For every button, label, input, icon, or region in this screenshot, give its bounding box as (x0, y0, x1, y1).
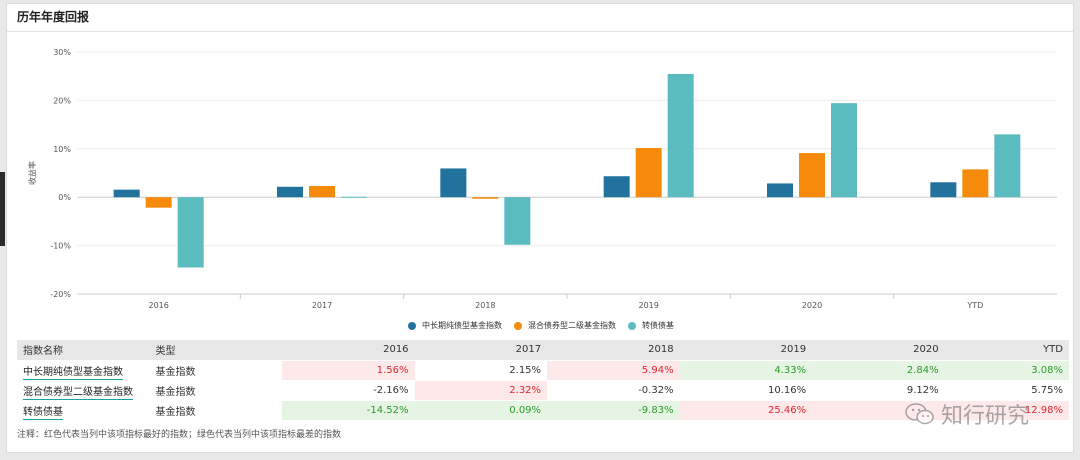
window-edge-handle (0, 172, 5, 246)
legend-item[interactable]: 中长期纯债型基金指数 (408, 320, 502, 331)
return-cell: 9.12% (812, 380, 945, 401)
x-tick-label: 2017 (312, 301, 332, 310)
legend-label: 中长期纯债型基金指数 (422, 321, 502, 330)
column-header[interactable]: 2017 (414, 340, 548, 361)
return-cell: 4.33% (679, 360, 813, 381)
y-tick-label: 30% (53, 48, 71, 57)
return-cell: 25.46% (679, 400, 813, 421)
bar-2 (472, 197, 499, 199)
column-header[interactable]: 2019 (679, 340, 813, 361)
bar-1 (440, 168, 467, 198)
column-header[interactable]: 指数名称 (17, 340, 150, 361)
bar-2 (145, 197, 172, 208)
y-tick-label: 10% (53, 145, 71, 154)
column-header[interactable]: 2020 (812, 340, 945, 361)
y-tick-label: -10% (50, 242, 71, 251)
y-tick-label: 0% (58, 193, 71, 202)
y-tick-label: -20% (50, 290, 71, 299)
legend-swatch (408, 321, 416, 330)
bar-1 (767, 183, 793, 198)
bar-3 (504, 197, 531, 245)
index-type: 基金指数 (149, 400, 283, 421)
bar-1 (277, 186, 303, 198)
legend-label: 混合债券型二级基金指数 (528, 321, 616, 330)
table-row: 转债债基 基金指数 -14.52% 0.09% -9.83% 25.46% 12.98% (17, 400, 1069, 421)
x-tick-label: 2019 (638, 301, 658, 310)
y-tick-label: 20% (53, 96, 71, 105)
bar-3 (667, 73, 694, 198)
return-cell: 0.09% (414, 400, 548, 421)
column-header[interactable]: YTD (944, 340, 1069, 361)
index-type: 基金指数 (149, 380, 283, 401)
bar-3 (831, 103, 857, 198)
index-name-link[interactable]: 混合债券型二级基金指数 (17, 380, 150, 401)
return-cell: 5.75% (944, 380, 1069, 401)
return-cell: 3.08% (944, 360, 1069, 381)
table-note: 注释：红色代表当列中该项指标最好的指数；绿色代表当列中该项指标最差的指数 (17, 430, 342, 440)
return-cell: 2.84% (812, 360, 945, 381)
chart-legend: 中长期纯债型基金指数 混合债券型二级基金指数 转债债基 (7, 320, 1075, 332)
return-cell: 2.15% (414, 360, 548, 381)
bar-1 (113, 189, 140, 198)
table-row: 中长期纯债型基金指数 基金指数 1.56% 2.15% 5.94% 4.33% 2.84% 3… (17, 360, 1069, 381)
bar-3 (341, 196, 367, 198)
return-cell: 12.98% (944, 400, 1069, 421)
y-axis-label: 收益率 (27, 161, 37, 185)
return-cell: -0.32% (547, 380, 680, 401)
bar-2 (799, 153, 825, 198)
return-cell: -9.83% (547, 400, 680, 421)
legend-item[interactable]: 转债债基 (628, 320, 674, 331)
bar-1 (930, 182, 957, 198)
annual-returns-chart: 30% 20% 10% 0% -10% -20% 收益率 2016 2017 2018 2019 20… (27, 48, 1057, 310)
bar-2 (309, 185, 335, 198)
legend-swatch (628, 321, 636, 330)
return-cell: 1.56% (282, 360, 415, 381)
legend-item[interactable]: 混合债券型二级基金指数 (514, 320, 616, 331)
return-cell: 5.94% (547, 360, 680, 381)
x-tick-label: YTD (966, 301, 983, 310)
return-cell: 10.16% (679, 380, 813, 401)
bar-2 (962, 169, 989, 198)
watermark: 知行研究 (905, 397, 1065, 431)
bar-3 (994, 134, 1021, 198)
panel-title: 历年年度回报 (7, 4, 1073, 32)
return-cell: -14.52% (282, 400, 415, 421)
bar-3 (177, 197, 204, 268)
bar-1 (603, 176, 630, 198)
returns-table: 指数名称 类型 2016 2017 2018 2019 2020 YTD 中长期纯债型基金指数基… (17, 340, 1069, 421)
watermark-text: 知行研究 (941, 404, 1030, 429)
legend-swatch (514, 321, 522, 330)
return-cell: -2.16% (282, 380, 415, 401)
index-type: 基金指数 (149, 360, 283, 381)
x-tick-label: 2016 (148, 301, 168, 310)
legend-label: 转债债基 (642, 321, 674, 330)
annual-returns-panel: 历年年度回报 30% 20% 10% 0% -10% -20% 收益率 2016 2017 201… (6, 3, 1074, 453)
x-tick-label: 2020 (802, 301, 822, 310)
return-cell: 2.32% (414, 380, 548, 401)
wechat-icon (905, 402, 935, 426)
x-tick-label: 2018 (475, 301, 495, 310)
column-header[interactable]: 类型 (149, 340, 283, 361)
index-name-link[interactable]: 中长期纯债型基金指数 (17, 360, 150, 381)
column-header[interactable]: 2018 (547, 340, 680, 361)
column-header[interactable]: 2016 (282, 340, 415, 361)
index-name-link[interactable]: 转债债基 (17, 400, 150, 421)
bar-2 (635, 148, 662, 198)
table-row: 混合债券型二级基金指数 基金指数 -2.16% 2.32% -0.32% 10.16% 9.… (17, 380, 1069, 401)
table-header-row: 指数名称 类型 2016 2017 2018 2019 2020 YTD (17, 340, 1069, 361)
